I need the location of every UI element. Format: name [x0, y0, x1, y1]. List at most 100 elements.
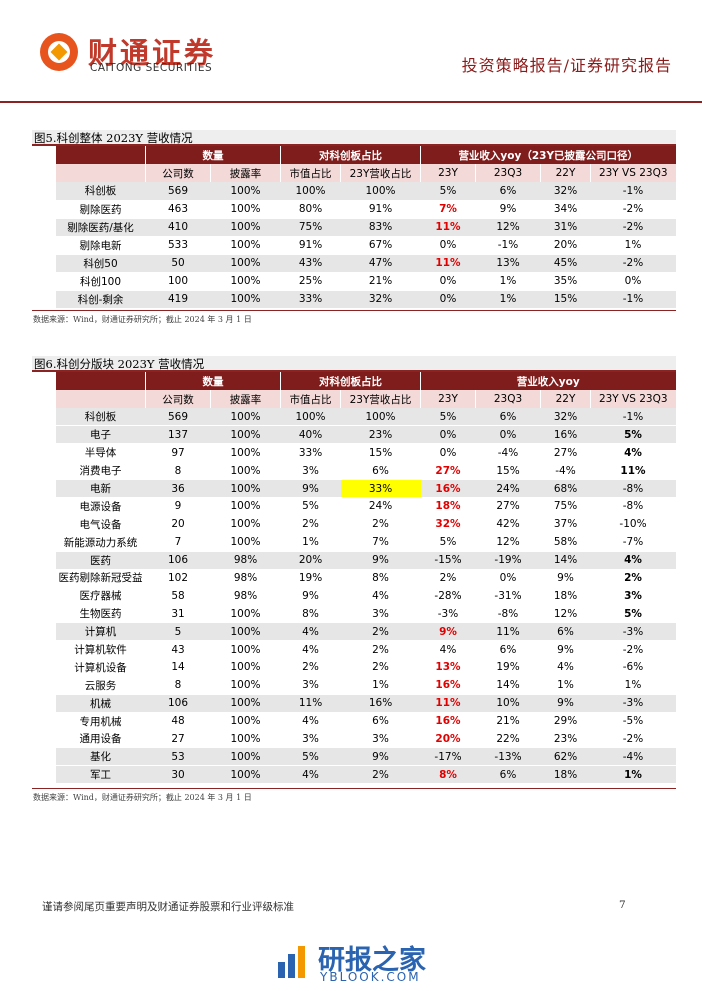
- data-row: 半导体 97 100% 33% 15% 0% -4% 27% 4%: [55, 443, 676, 463]
- cell: 11%: [475, 622, 541, 642]
- cell: -1%: [590, 182, 676, 201]
- row-label: 新能源动力系统: [55, 533, 146, 552]
- cell: 7%: [340, 533, 421, 552]
- row-label: 电新: [55, 479, 146, 498]
- cell: 100%: [210, 408, 281, 427]
- cell: -5%: [590, 712, 676, 731]
- row-label: 电子: [55, 425, 146, 445]
- cell: 19%: [475, 658, 541, 677]
- cell: 7%: [420, 200, 476, 219]
- cell: 23%: [340, 425, 421, 445]
- cell: 0%: [590, 272, 676, 291]
- cell: 100%: [210, 461, 281, 481]
- cell: 8%: [420, 765, 476, 785]
- data-row: 剔除医药 463 100% 80% 91% 7% 9% 34% -2%: [55, 200, 676, 219]
- cell: 4%: [280, 640, 341, 659]
- data-row: 新能源动力系统 7 100% 1% 7% 5% 12% 58% -7%: [55, 533, 676, 552]
- data-row: 机械 106 100% 11% 16% 11% 10% 9% -3%: [55, 694, 676, 713]
- cell: 4%: [590, 443, 676, 463]
- cell: 0%: [420, 425, 476, 445]
- cell: -3%: [590, 694, 676, 713]
- cell: 0%: [475, 569, 541, 588]
- cell: 100%: [210, 218, 281, 237]
- cell: 100%: [210, 640, 281, 659]
- cell: 1%: [340, 676, 421, 695]
- cell: 18%: [420, 497, 476, 516]
- sub-cell: 23Q3: [475, 390, 541, 408]
- cell: 100%: [340, 182, 421, 201]
- cell: 20%: [420, 730, 476, 749]
- sub-cell: 23Y: [420, 390, 476, 408]
- group-cell: 数量: [145, 146, 281, 164]
- data-row: 科创50 50 100% 43% 47% 11% 13% 45% -2%: [55, 254, 676, 273]
- cell: 24%: [340, 497, 421, 516]
- cell: 25%: [280, 272, 341, 291]
- cell: -8%: [590, 479, 676, 498]
- cell: 0%: [420, 236, 476, 255]
- source-rule: [32, 788, 676, 789]
- cell: 98%: [210, 569, 281, 588]
- cell: 3%: [590, 586, 676, 606]
- cell: 100%: [210, 515, 281, 534]
- sub-header: 公司数 披露率 市值占比 23Y营收占比 23Y 23Q3 22Y 23Y VS 23Q3: [55, 390, 676, 408]
- cell: 569: [145, 408, 211, 427]
- cell: 9%: [340, 551, 421, 570]
- cell: 47%: [340, 254, 421, 273]
- cell: 67%: [340, 236, 421, 255]
- cell: 100%: [210, 425, 281, 445]
- cell: 6%: [475, 765, 541, 785]
- group-header: 数量 对科创板占比 营业收入yoy（23Y已披露公司口径）: [55, 146, 676, 164]
- cell: 100%: [210, 533, 281, 552]
- cell: 75%: [540, 497, 591, 516]
- table-caption: 图5.科创整体 2023Y 营收情况: [32, 130, 676, 146]
- cell: 4%: [420, 640, 476, 659]
- row-label: 半导体: [55, 443, 146, 463]
- row-label: 科创板: [55, 182, 146, 201]
- cell: 4%: [590, 551, 676, 570]
- cell: 75%: [280, 218, 341, 237]
- cell: 12%: [475, 533, 541, 552]
- sub-cell: 市值占比: [280, 164, 341, 182]
- row-label: 电源设备: [55, 497, 146, 516]
- cell: 1%: [475, 290, 541, 309]
- row-label: 剔除电新: [55, 236, 146, 255]
- data-table: 数量 对科创板占比 营业收入yoy 公司数 披露率 市值占比 23Y营收占比 23Y 23Q3 2…: [55, 372, 676, 785]
- cell: 58: [145, 586, 211, 606]
- corner: [55, 390, 146, 408]
- cell: 11%: [420, 254, 476, 273]
- cell: 18%: [540, 765, 591, 785]
- table-caption: 图6.科创分版块 2023Y 营收情况: [32, 356, 676, 372]
- cell: 6%: [340, 712, 421, 731]
- data-row: 科创-剩余 419 100% 33% 32% 0% 1% 15% -1%: [55, 290, 676, 309]
- row-label: 基化: [55, 747, 146, 767]
- cell: 6%: [340, 461, 421, 481]
- row-label: 剔除医药: [55, 200, 146, 219]
- cell: 31: [145, 604, 211, 624]
- cell: 0%: [475, 425, 541, 445]
- cell: 98%: [210, 586, 281, 606]
- row-label: 云服务: [55, 676, 146, 695]
- cell: 27%: [475, 497, 541, 516]
- cell: 11%: [420, 694, 476, 713]
- row-label: 计算机: [55, 622, 146, 642]
- logo-mark: [40, 33, 78, 71]
- cell: 43%: [280, 254, 341, 273]
- cell: 83%: [340, 218, 421, 237]
- cell: 12%: [540, 604, 591, 624]
- cell: 32%: [540, 408, 591, 427]
- header-rule: [0, 101, 702, 103]
- cell: 100%: [210, 622, 281, 642]
- cell: 11%: [280, 694, 341, 713]
- cell: -4%: [590, 747, 676, 767]
- cell: 50: [145, 254, 211, 273]
- data-row: 医疗器械 58 98% 9% 4% -28% -31% 18% 3%: [55, 586, 676, 606]
- cell: 100%: [210, 604, 281, 624]
- table-body: 数量 对科创板占比 营业收入yoy 公司数 披露率 市值占比 23Y营收占比 23Y 23Q3 2…: [55, 372, 676, 785]
- cell: 22%: [475, 730, 541, 749]
- data-row: 科创100 100 100% 25% 21% 0% 1% 35% 0%: [55, 272, 676, 291]
- row-label: 医药剔除新冠受益: [55, 569, 146, 588]
- cell: 14%: [540, 551, 591, 570]
- row-label: 科创100: [55, 272, 146, 291]
- cell: 1%: [590, 676, 676, 695]
